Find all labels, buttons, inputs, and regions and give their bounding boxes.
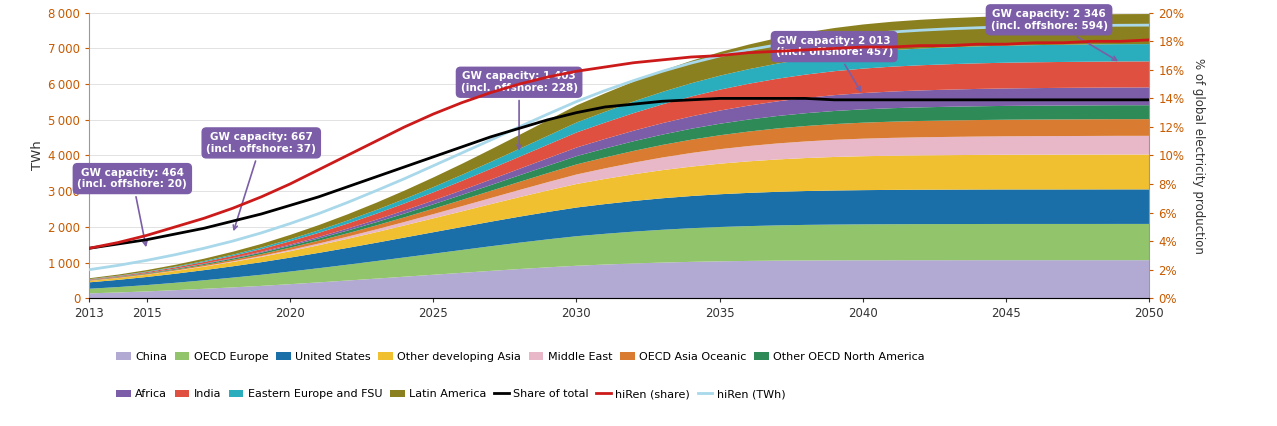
Text: GW capacity: 667
(incl. offshore: 37): GW capacity: 667 (incl. offshore: 37) xyxy=(207,132,317,230)
Text: GW capacity: 2 013
(incl. offshore: 457): GW capacity: 2 013 (incl. offshore: 457) xyxy=(775,36,893,91)
Text: GW capacity: 1 403
(incl. offshore: 228): GW capacity: 1 403 (incl. offshore: 228) xyxy=(461,72,577,149)
Y-axis label: % of global electricity production: % of global electricity production xyxy=(1193,58,1205,253)
Legend: Africa, India, Eastern Europe and FSU, Latin America, Share of total, hiRen (sha: Africa, India, Eastern Europe and FSU, L… xyxy=(116,389,785,400)
Text: GW capacity: 464
(incl. offshore: 20): GW capacity: 464 (incl. offshore: 20) xyxy=(78,168,188,245)
Y-axis label: TWh: TWh xyxy=(31,141,45,170)
Text: GW capacity: 2 346
(incl. offshore: 594): GW capacity: 2 346 (incl. offshore: 594) xyxy=(991,9,1116,60)
